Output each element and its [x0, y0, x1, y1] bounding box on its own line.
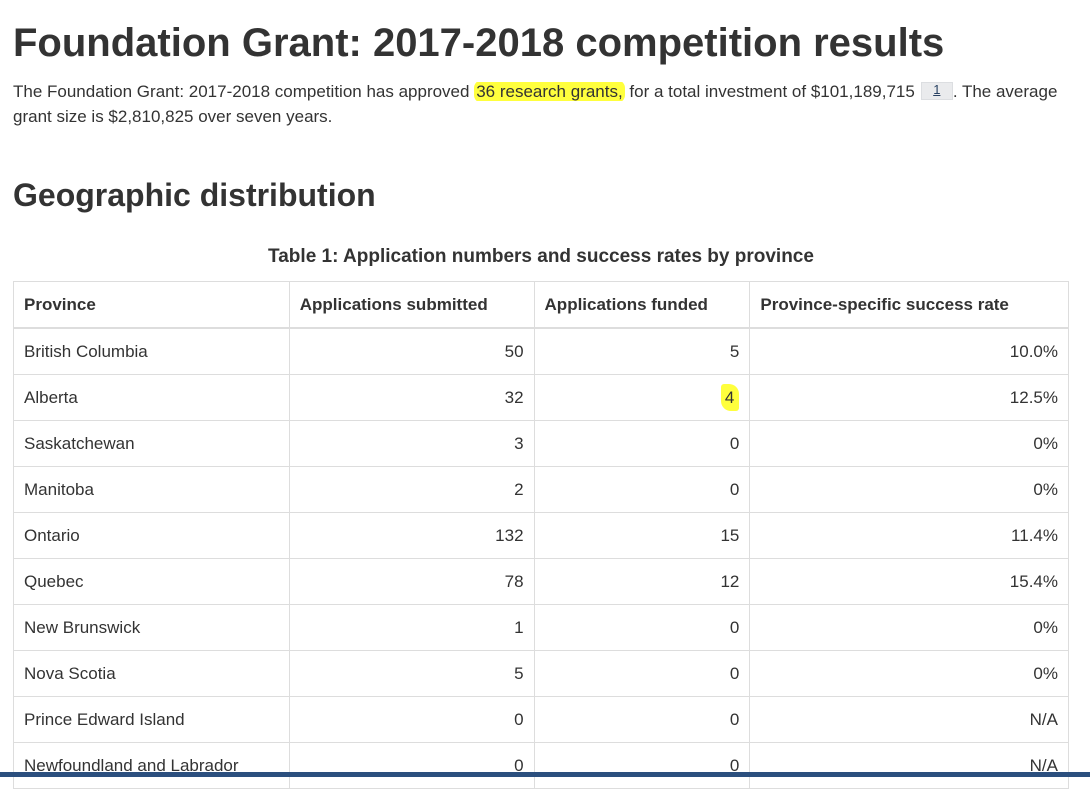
- province-table: Province Applications submitted Applicat…: [13, 281, 1069, 789]
- cell-success-rate: 11.4%: [749, 512, 1069, 559]
- cell-success-rate: 0%: [749, 604, 1069, 651]
- intro-paragraph: The Foundation Grant: 2017-2018 competit…: [13, 79, 1063, 129]
- cell-applications-submitted: 0: [288, 742, 535, 789]
- cell-applications-submitted: 5: [288, 650, 535, 697]
- intro-text-start: The Foundation Grant: 2017-2018 competit…: [13, 82, 475, 101]
- cell-success-rate: 15.4%: [749, 558, 1069, 605]
- cell-applications-funded: 0: [533, 604, 751, 651]
- cell-applications-funded: 12: [533, 558, 751, 605]
- intro-text-middle: for a total investment of $101,189,715: [624, 82, 915, 101]
- cell-province: Saskatchewan: [13, 420, 290, 467]
- cell-applications-submitted: 32: [288, 374, 535, 421]
- cell-success-rate: N/A: [749, 742, 1069, 789]
- cell-applications-submitted: 78: [288, 558, 535, 605]
- table-row: Manitoba 2 0 0%: [13, 466, 1069, 513]
- cell-province: New Brunswick: [13, 604, 290, 651]
- table-row: New Brunswick 1 0 0%: [13, 604, 1069, 651]
- cell-province: Ontario: [13, 512, 290, 559]
- cell-applications-funded: 0: [533, 466, 751, 513]
- cell-success-rate: 0%: [749, 650, 1069, 697]
- cell-success-rate: 12.5%: [749, 374, 1069, 421]
- cell-applications-funded: 5: [533, 327, 751, 375]
- intro-text-end: . The average grant size is $2,810,825 o…: [13, 82, 1058, 126]
- cell-province: British Columbia: [13, 327, 290, 375]
- cell-applications-submitted: 3: [288, 420, 535, 467]
- table-row: Newfoundland and Labrador 0 0 N/A: [13, 742, 1069, 789]
- cell-applications-submitted: 2: [288, 466, 535, 513]
- page-title: Foundation Grant: 2017-2018 competition …: [13, 21, 945, 65]
- cell-success-rate: 10.0%: [749, 327, 1069, 375]
- cell-applications-funded: 0: [533, 742, 751, 789]
- highlighted-grant-count: 36 research grants,: [474, 80, 625, 103]
- table-header-row: Province Applications submitted Applicat…: [13, 281, 1069, 329]
- cell-applications-funded: 0: [533, 420, 751, 467]
- table-row: Prince Edward Island 0 0 N/A: [13, 696, 1069, 743]
- table-body: British Columbia 50 5 10.0% Alberta 32 4 12.5% S…: [13, 327, 1069, 789]
- cell-applications-funded: 15: [533, 512, 751, 559]
- header-applications-funded: Applications funded: [533, 281, 751, 329]
- window-bottom-bar: [0, 772, 1090, 777]
- highlighted-funded-value: 4: [720, 383, 740, 411]
- section-heading-geographic: Geographic distribution: [13, 177, 376, 213]
- table-row: Quebec 78 12 15.4%: [13, 558, 1069, 605]
- cell-success-rate: 0%: [749, 466, 1069, 513]
- table-row: Saskatchewan 3 0 0%: [13, 420, 1069, 467]
- cell-applications-submitted: 132: [288, 512, 535, 559]
- table-row: British Columbia 50 5 10.0%: [13, 327, 1069, 375]
- cell-applications-funded: 0: [533, 696, 751, 743]
- cell-applications-submitted: 50: [288, 327, 535, 375]
- header-success-rate: Province-specific success rate: [749, 281, 1069, 329]
- footnote-link[interactable]: 1: [920, 82, 953, 100]
- cell-province: Alberta: [13, 374, 290, 421]
- header-applications-submitted: Applications submitted: [288, 281, 535, 329]
- table-row: Ontario 132 15 11.4%: [13, 512, 1069, 559]
- cell-success-rate: 0%: [749, 420, 1069, 467]
- table-row: Nova Scotia 5 0 0%: [13, 650, 1069, 697]
- cell-success-rate: N/A: [749, 696, 1069, 743]
- cell-province: Prince Edward Island: [13, 696, 290, 743]
- cell-applications-funded: 0: [533, 650, 751, 697]
- table-row: Alberta 32 4 12.5%: [13, 374, 1069, 421]
- cell-province: Nova Scotia: [13, 650, 290, 697]
- cell-applications-submitted: 1: [288, 604, 535, 651]
- cell-applications-funded: 4: [533, 374, 751, 421]
- table-caption: Table 1: Application numbers and success…: [268, 246, 814, 267]
- page-content: Foundation Grant: 2017-2018 competition …: [13, 0, 1073, 789]
- cell-province: Quebec: [13, 558, 290, 605]
- cell-applications-submitted: 0: [288, 696, 535, 743]
- header-province: Province: [13, 281, 290, 329]
- cell-province: Newfoundland and Labrador: [13, 742, 290, 789]
- cell-province: Manitoba: [13, 466, 290, 513]
